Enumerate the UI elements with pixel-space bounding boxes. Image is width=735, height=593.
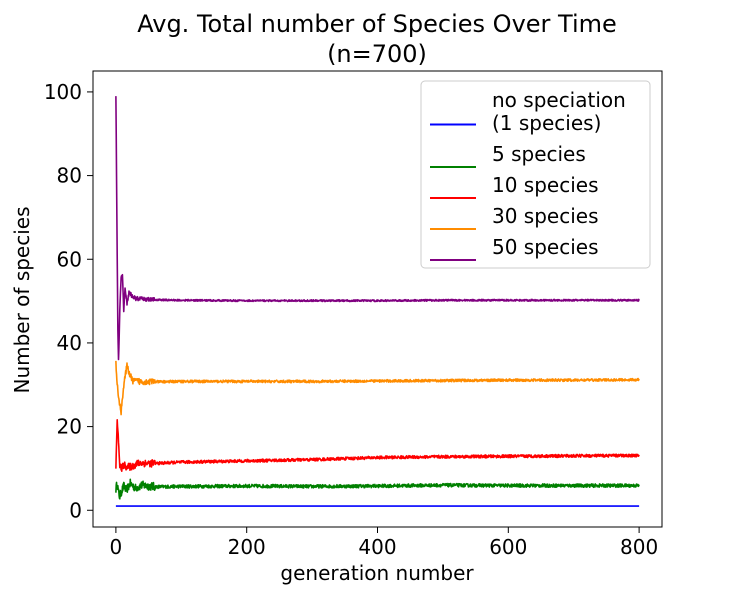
x-tick-label: 600 — [489, 535, 527, 559]
plot-area: 0 200 400 600 800 0 20 40 60 80 100 — [44, 70, 663, 559]
legend-label-4: 50 species — [492, 235, 599, 259]
y-tick-label: 20 — [57, 415, 82, 439]
y-tick-label: 40 — [57, 331, 82, 355]
legend-label-0: no speciation (1 species) — [492, 88, 626, 135]
legend-label-3: 30 species — [492, 204, 599, 228]
x-tick-label: 200 — [228, 535, 266, 559]
series-line-3 — [115, 360, 640, 416]
y-tick-label: 0 — [69, 498, 82, 522]
legend: no speciation (1 species) 5 species 10 spec… — [420, 80, 651, 269]
series-line-2 — [115, 419, 640, 473]
series-group — [115, 96, 640, 507]
x-tick-label: 0 — [110, 535, 123, 559]
x-tick-label: 800 — [620, 535, 658, 559]
series-line-1 — [115, 478, 640, 500]
legend-label-1: 5 species — [492, 142, 586, 166]
legend-label-2: 10 species — [492, 173, 599, 197]
legend-box — [420, 80, 651, 269]
x-tick-label: 400 — [358, 535, 396, 559]
x-axis-label: generation number — [280, 561, 474, 585]
y-tick-label: 100 — [44, 80, 82, 104]
y-axis-label: Number of species — [10, 206, 34, 393]
y-tick-label: 80 — [57, 164, 82, 188]
series-line-4 — [115, 96, 640, 361]
y-tick-label: 60 — [57, 247, 82, 271]
chart-subtitle: (n=700) — [327, 40, 427, 68]
chart-title: Avg. Total number of Species Over Time — [137, 10, 617, 38]
